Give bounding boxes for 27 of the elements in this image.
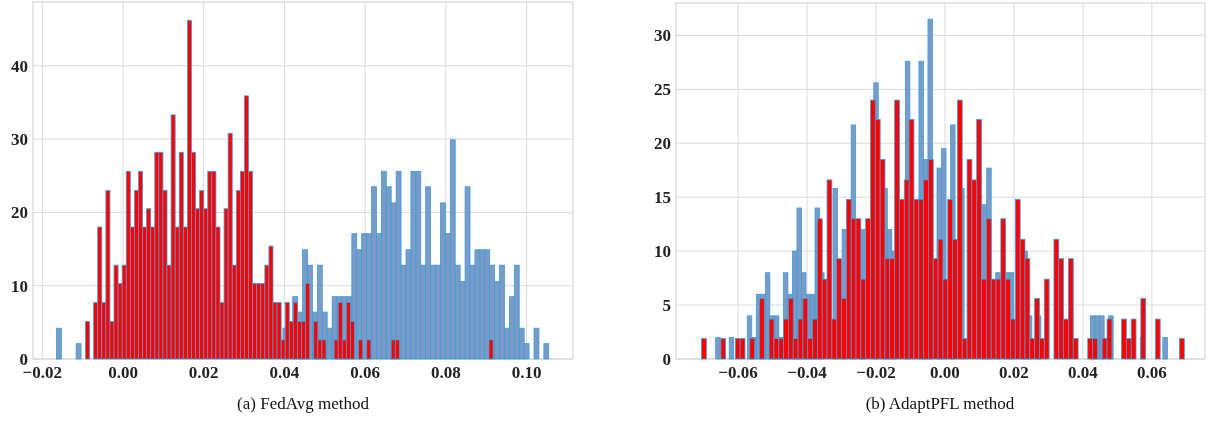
y-tick-label: 20 xyxy=(654,134,671,154)
y-tick-label: 25 xyxy=(654,80,671,100)
y-tick-label: 10 xyxy=(11,276,28,296)
x-tick-label: −0.04 xyxy=(787,363,828,382)
y-tick-label: 30 xyxy=(654,26,671,46)
x-tick-label: 0.00 xyxy=(930,363,960,382)
y-tick-label: 5 xyxy=(662,296,671,316)
y-tick-label: 10 xyxy=(654,242,671,262)
y-tick-label: 40 xyxy=(11,56,28,76)
x-tick-label: 0.02 xyxy=(188,363,219,382)
x-tick-label: 0.02 xyxy=(999,363,1029,382)
y-tick-label: 0 xyxy=(662,349,671,369)
x-tick-label: 0.08 xyxy=(430,363,461,382)
x-tick-label: 0.06 xyxy=(350,363,381,382)
x-tick-label: −0.02 xyxy=(856,363,896,382)
x-tick-label: 0.00 xyxy=(108,363,138,382)
y-tick-label: 0 xyxy=(19,349,28,369)
y-tick-label: 20 xyxy=(11,203,28,223)
text: (b) AdaptPFL method xyxy=(865,394,1015,413)
x-tick-label: −0.06 xyxy=(718,363,758,382)
y-tick-label: 30 xyxy=(11,130,28,150)
text: (a) FedAvg method xyxy=(237,394,370,413)
x-tick-label: 0.04 xyxy=(1068,363,1099,382)
y-tick-label: 15 xyxy=(654,188,671,208)
x-tick-label: 0.10 xyxy=(511,363,542,382)
x-tick-label: 0.06 xyxy=(1137,363,1167,382)
x-tick-label: 0.04 xyxy=(269,363,300,382)
